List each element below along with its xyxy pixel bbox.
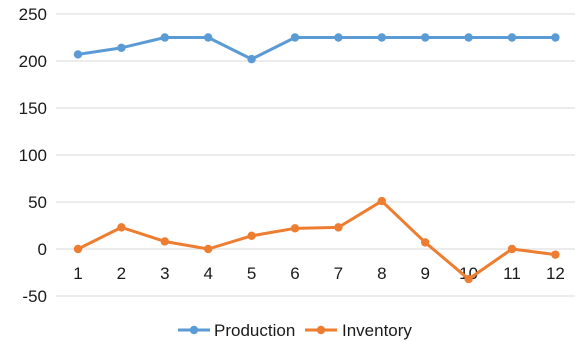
- data-point-inventory: [160, 237, 169, 246]
- x-tick-label: 12: [546, 264, 565, 283]
- data-point-inventory: [117, 223, 126, 232]
- y-tick-label: -50: [22, 287, 47, 306]
- series-group: [73, 33, 560, 284]
- data-point-production: [290, 33, 300, 42]
- data-point-inventory: [247, 231, 256, 241]
- data-point-production: [247, 54, 256, 64]
- x-tick-label: 11: [503, 264, 521, 283]
- data-point-inventory: [204, 244, 213, 254]
- x-axis-tick-labels: 1 2 3 4 5 6 7 8 9 10 11 12: [73, 264, 565, 283]
- data-point-production: [73, 50, 83, 59]
- legend-swatch-marker: [316, 325, 326, 335]
- x-tick-label: 3: [160, 264, 169, 283]
- y-tick-label: 250: [19, 5, 47, 24]
- legend-label: Inventory: [342, 321, 412, 340]
- data-point-production: [334, 33, 343, 42]
- data-point-inventory: [507, 244, 517, 254]
- data-point-production: [507, 33, 517, 42]
- data-point-inventory: [421, 238, 430, 247]
- data-point-production: [421, 33, 430, 42]
- x-tick-label: 8: [377, 264, 386, 283]
- x-tick-label: 10: [459, 264, 478, 283]
- legend-label: Production: [214, 321, 295, 340]
- y-axis-tick-labels: -50 0 50 100 150 200 250: [19, 5, 47, 306]
- x-tick-label: 2: [117, 264, 126, 283]
- legend-item-production: Production: [178, 321, 295, 340]
- y-tick-label: 0: [38, 240, 47, 259]
- data-point-inventory: [377, 196, 386, 206]
- data-point-production: [464, 33, 473, 42]
- series-line-inventory: [76, 199, 557, 281]
- x-tick-label: 7: [334, 264, 343, 283]
- data-point-production: [160, 33, 169, 42]
- data-point-production: [204, 33, 213, 42]
- grid-lines: [56, 13, 575, 297]
- data-point-inventory: [290, 224, 300, 233]
- y-tick-label: 200: [19, 52, 47, 71]
- x-tick-label: 1: [73, 264, 82, 283]
- x-tick-label: 6: [290, 264, 299, 283]
- series-line-production: [76, 36, 557, 61]
- data-point-inventory: [464, 274, 473, 284]
- data-point-production: [551, 33, 560, 42]
- data-point-inventory: [73, 244, 83, 254]
- y-tick-label: 50: [28, 193, 47, 212]
- y-tick-label: 150: [19, 99, 47, 118]
- x-tick-label: 4: [203, 264, 212, 283]
- legend-swatch-marker: [189, 325, 199, 335]
- y-tick-label: 100: [19, 146, 47, 165]
- legend-item-inventory: Inventory: [305, 321, 412, 340]
- legend: Production Inventory: [178, 321, 412, 340]
- x-tick-label: 5: [247, 264, 256, 283]
- data-point-production: [377, 33, 386, 42]
- data-point-inventory: [334, 223, 343, 232]
- x-tick-label: 9: [420, 264, 429, 283]
- data-point-production: [117, 43, 126, 53]
- data-point-inventory: [551, 250, 560, 259]
